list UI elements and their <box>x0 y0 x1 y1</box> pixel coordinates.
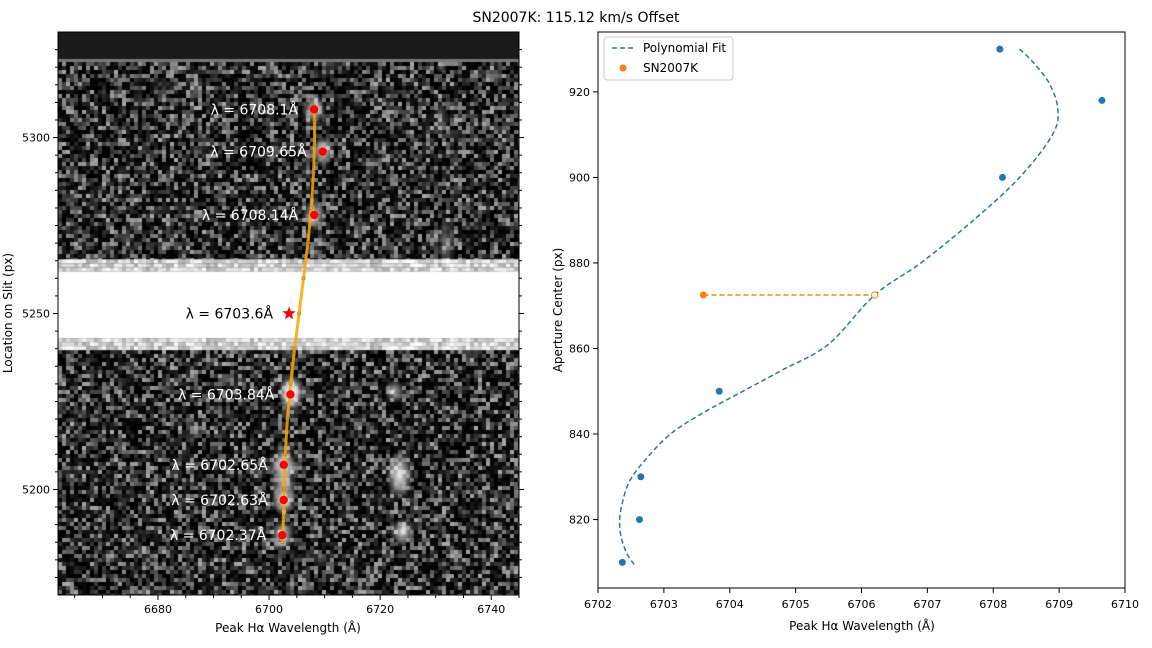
x-tick-label: 6702 <box>584 598 612 611</box>
y-tick-label: 820 <box>569 514 590 527</box>
trace-point <box>282 487 287 492</box>
x-tick-label: 6705 <box>782 598 810 611</box>
data-point <box>618 558 626 566</box>
spectrum-ticks: 6680 6700 6720 6740 5200 5250 5300 <box>22 49 524 616</box>
legend-fit-label: Polynomial Fit <box>643 41 726 55</box>
trace-point <box>311 170 316 175</box>
peak-marker <box>279 460 288 470</box>
peak-label: λ = 6708.1Å <box>211 101 299 118</box>
spectrum-x-axis-label: Peak Hα Wavelength (Å) <box>215 620 361 635</box>
peak-label: λ = 6708.14Å <box>202 207 299 224</box>
x-tick-label: 6740 <box>477 603 505 616</box>
trace-point <box>309 205 314 210</box>
peak-marker <box>310 210 319 220</box>
y-tick-label: 920 <box>569 86 590 99</box>
peak-marker <box>286 390 295 399</box>
data-point <box>998 173 1006 181</box>
fit-plot-marks <box>618 45 1106 566</box>
sn-star-marker <box>282 306 296 320</box>
trace-point <box>301 276 306 281</box>
y-tick-label: 5200 <box>22 483 50 496</box>
fit-plot-y-axis-label: Aperture Center (px) <box>551 248 565 373</box>
spectrum-y-axis-label: Location on Slit (px) <box>1 253 15 373</box>
x-tick-label: 6707 <box>913 598 941 611</box>
offset-end-marker <box>870 291 879 299</box>
trace-point <box>297 311 302 316</box>
data-point <box>996 45 1004 53</box>
peak-marker <box>309 105 319 114</box>
peak-marker <box>279 495 288 505</box>
trace-point <box>312 117 317 122</box>
peak-label: λ = 6702.63Å <box>171 492 268 509</box>
trace-point <box>281 515 286 520</box>
x-tick-label: 6680 <box>144 603 172 616</box>
trace-point <box>285 417 290 422</box>
y-tick-label: 860 <box>569 342 590 355</box>
sn-label: λ = 6703.6Å <box>186 306 274 323</box>
legend-sn-label: SN2007K <box>643 61 699 75</box>
legend-sn-swatch <box>619 64 627 72</box>
trace-point <box>280 540 285 545</box>
trace-point <box>283 452 288 457</box>
x-tick-label: 6703 <box>650 598 678 611</box>
x-tick-label: 6710 <box>1111 598 1139 611</box>
x-tick-label: 6706 <box>848 598 876 611</box>
peak-label: λ = 6702.65Å <box>171 457 268 474</box>
y-tick-label: 900 <box>569 171 590 184</box>
fit-plot-ticks: 6702 6703 6704 6705 6706 6707 6708 6709 6710 820 8… <box>569 86 1139 611</box>
x-tick-label: 6720 <box>366 603 394 616</box>
peak-label: λ = 6702.37Å <box>170 527 267 544</box>
fit-plot-x-axis-label: Peak Hα Wavelength (Å) <box>789 618 935 633</box>
y-tick-label: 880 <box>569 257 590 270</box>
fit-plot-legend: Polynomial Fit SN2007K <box>603 36 734 81</box>
data-point <box>637 473 645 481</box>
figure-title: SN2007K: 115.12 km/s Offset <box>472 10 680 26</box>
data-point <box>715 387 723 395</box>
fit-plot-panel: 6702 6703 6704 6705 6706 6707 6708 6709 6710 820 8… <box>551 31 1139 633</box>
y-tick-label: 840 <box>569 428 590 441</box>
x-tick-label: 6708 <box>979 598 1007 611</box>
trace-point <box>288 381 293 386</box>
peak-label: λ = 6703.84Å <box>178 386 275 403</box>
fit-plot-background <box>598 32 1125 588</box>
data-point <box>1098 96 1106 104</box>
spectrum-marks: λ = 6708.1Å λ = 6709.65Å λ = 6708.14Å λ = 6… <box>170 101 327 545</box>
legend-box <box>603 36 734 81</box>
peak-marker <box>318 147 327 156</box>
sn-point <box>699 291 707 299</box>
trace-line <box>280 105 317 543</box>
y-tick-label: 5250 <box>22 308 50 321</box>
peak-marker <box>278 530 287 540</box>
trace-point <box>305 241 310 246</box>
data-point <box>636 516 644 524</box>
x-tick-label: 6704 <box>716 598 744 611</box>
trace-point <box>292 346 297 351</box>
peak-label: λ = 6709.65Å <box>210 144 307 161</box>
polynomial-fit-line <box>618 48 1059 565</box>
spectrum-image-panel: λ = 6708.1Å λ = 6709.65Å λ = 6708.14Å λ = 6… <box>1 31 524 635</box>
y-tick-label: 5300 <box>22 132 50 145</box>
x-tick-label: 6709 <box>1045 598 1073 611</box>
x-tick-label: 6700 <box>255 603 283 616</box>
trace-point <box>312 142 317 147</box>
